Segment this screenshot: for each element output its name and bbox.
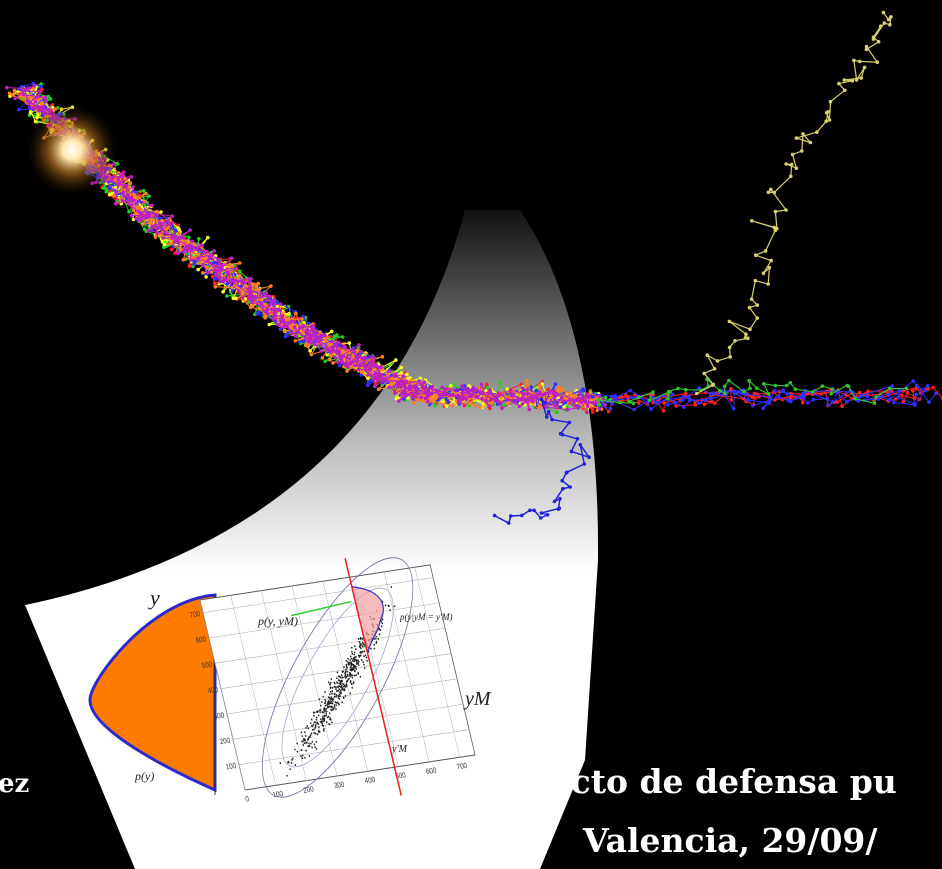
y-tick-label: 300 [213,712,225,721]
event: Acto de defensa pu [544,762,897,801]
x-tick-label: 400 [364,777,376,786]
slide: y p(y) 100200300400500600700010020030040… [0,0,942,869]
observed-label: y'M [391,744,408,755]
light-source [24,102,120,198]
y-tick-label: 200 [219,737,231,746]
axis-label: yM [463,688,492,710]
conditional-label: p(y|yM = y'M) [399,612,452,622]
author: ez [0,769,29,799]
x-tick-label: 700 [456,762,468,771]
page: y p(y) 100200300400500600700010020030040… [0,0,942,869]
y-tick-label: 600 [195,636,207,645]
y-tick-label: 500 [201,661,213,670]
x-tick-label: 300 [333,781,345,790]
y-tick-label: 100 [225,763,237,772]
y-tick-label: 400 [207,687,219,696]
walk-point [603,403,607,407]
y-tick-label: 700 [189,611,201,620]
density-label: p(y) [134,769,154,783]
x-tick-label: 600 [425,767,437,776]
place-date: Valencia, 29/09/ [582,821,878,860]
axis-label: y [148,585,160,610]
panel [200,565,475,790]
x-tick-label: 200 [303,786,315,795]
joint-label: p(y, yM) [257,614,298,628]
